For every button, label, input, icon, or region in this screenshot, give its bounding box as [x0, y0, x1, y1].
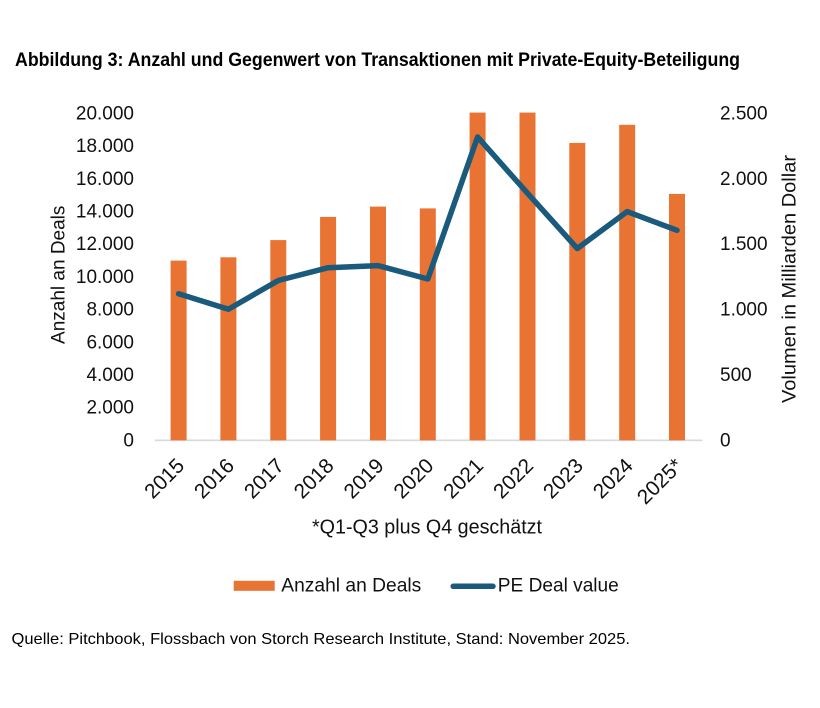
svg-text:1.000: 1.000	[720, 300, 768, 321]
svg-text:14.000: 14.000	[76, 202, 134, 223]
svg-text:10.000: 10.000	[76, 267, 134, 288]
svg-text:2.000: 2.000	[86, 398, 134, 419]
svg-text:Anzahl an Deals: Anzahl an Deals	[49, 206, 70, 344]
svg-text:16.000: 16.000	[76, 169, 134, 190]
svg-text:Anzahl an Deals: Anzahl an Deals	[281, 576, 421, 597]
svg-text:12.000: 12.000	[76, 234, 134, 255]
svg-text:8.000: 8.000	[86, 300, 134, 321]
svg-text:4.000: 4.000	[86, 365, 134, 386]
svg-text:18.000: 18.000	[76, 136, 134, 157]
svg-text:PE Deal value: PE Deal value	[498, 576, 619, 597]
svg-text:0: 0	[123, 430, 134, 451]
svg-text:Abbildung 3: Anzahl und Gegenw: Abbildung 3: Anzahl und Gegenwert von Tr…	[15, 50, 740, 71]
svg-text:500: 500	[720, 365, 752, 386]
svg-text:Volumen in Milliarden Dollar: Volumen in Milliarden Dollar	[779, 154, 801, 403]
svg-text:2.000: 2.000	[720, 169, 768, 190]
svg-text:20.000: 20.000	[76, 104, 134, 125]
svg-text:Quelle: Pitchbook, Flossbach v: Quelle: Pitchbook, Flossbach von Storch …	[12, 631, 631, 648]
svg-text:2.500: 2.500	[720, 104, 768, 125]
svg-text:*Q1-Q3 plus Q4 geschätzt: *Q1-Q3 plus Q4 geschätzt	[312, 517, 542, 539]
svg-text:1.500: 1.500	[720, 234, 768, 255]
svg-text:0: 0	[720, 430, 731, 451]
svg-text:6.000: 6.000	[86, 332, 134, 353]
